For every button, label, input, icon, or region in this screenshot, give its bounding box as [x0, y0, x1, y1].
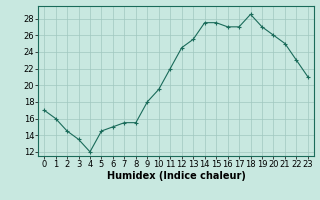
X-axis label: Humidex (Indice chaleur): Humidex (Indice chaleur)	[107, 171, 245, 181]
